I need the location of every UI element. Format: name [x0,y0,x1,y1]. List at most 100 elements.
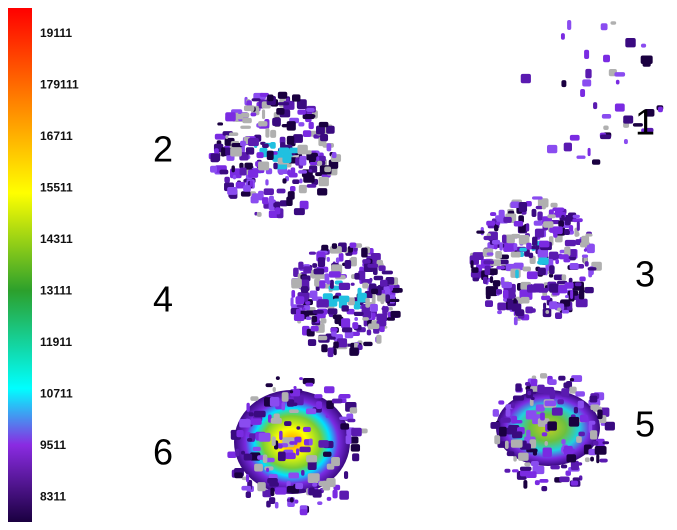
speckle [545,441,548,446]
speckle [210,153,219,162]
speckle [225,112,235,121]
speckle [590,457,594,462]
colorbar [8,8,32,522]
speckle [252,98,261,101]
speckle [543,303,546,310]
speckle [340,423,349,429]
speckle [514,221,523,227]
speckle [336,257,340,263]
speckle [549,227,554,233]
speckle [341,305,348,311]
speckle [499,427,507,437]
speckle [303,427,311,432]
speckle [490,276,493,283]
speckle [382,306,385,315]
speckle [354,273,359,280]
speckle [511,402,515,408]
speckle [293,386,296,389]
speckle [588,267,597,270]
speckle [550,203,557,208]
speckle [549,283,559,292]
speckle [511,416,517,424]
speckle [559,254,569,259]
speckle [561,464,567,468]
speckle [602,441,609,444]
speckle [529,253,534,259]
speckle [305,383,313,387]
speckle [354,312,364,316]
speckle [623,116,633,124]
speckle [534,221,543,226]
speckle [265,128,269,138]
speckle [519,248,527,252]
speckle [496,289,502,294]
speckle [287,169,290,175]
speckle [570,135,580,141]
speckle [565,240,576,246]
speckle [267,478,278,483]
speckle [511,440,523,448]
speckle [293,134,303,143]
speckle [262,144,269,148]
speckle [558,220,564,227]
speckle [219,170,228,175]
colorbar-label: 9511 [40,438,66,452]
speckle [345,260,352,269]
speckle [576,436,582,443]
speckle [579,276,585,281]
speckle [510,202,520,208]
speckle [306,114,316,118]
speckle [284,421,291,426]
speckle [233,175,236,180]
speckle [323,293,333,300]
spot-label: 5 [635,404,655,445]
speckle [376,335,381,344]
speckle [362,259,370,264]
speckle [240,167,247,175]
colorbar-label: 15511 [40,181,73,195]
speckle [496,266,505,270]
speckle [547,421,557,430]
speckle [308,169,312,172]
speckle [349,347,358,355]
speckle [615,104,625,112]
speckle [291,167,296,176]
speckle [561,215,565,219]
speckle [541,486,547,491]
speckle [285,453,295,460]
speckle [497,303,506,311]
speckle [339,253,344,262]
speckle [330,280,334,289]
speckle [287,121,296,131]
speckle [532,209,537,217]
speckle [521,74,531,83]
speckle [390,311,400,318]
speckle [278,451,286,461]
speckle [616,80,620,85]
speckle [563,449,575,453]
speckle [605,422,615,431]
speckle [555,312,562,319]
speckle [258,162,269,171]
speckle [535,480,540,485]
speckle [385,294,389,301]
speckle [266,468,269,472]
colorbar-label: 10711 [40,387,73,401]
speckle [250,418,262,425]
signal-spots [209,20,664,515]
colorbar-label: 13111 [40,284,72,298]
speckle [312,316,318,322]
speckle [257,482,266,491]
speckle [270,488,274,496]
speckle [538,268,546,275]
speckle [543,221,553,227]
speckle [321,318,327,323]
speckle [584,249,587,252]
speckle [314,268,325,274]
spot-label: 2 [153,129,173,170]
speckle [332,490,337,499]
speckle [249,412,254,416]
speckle [493,409,499,417]
speckle [278,102,290,105]
speckle [515,383,521,391]
